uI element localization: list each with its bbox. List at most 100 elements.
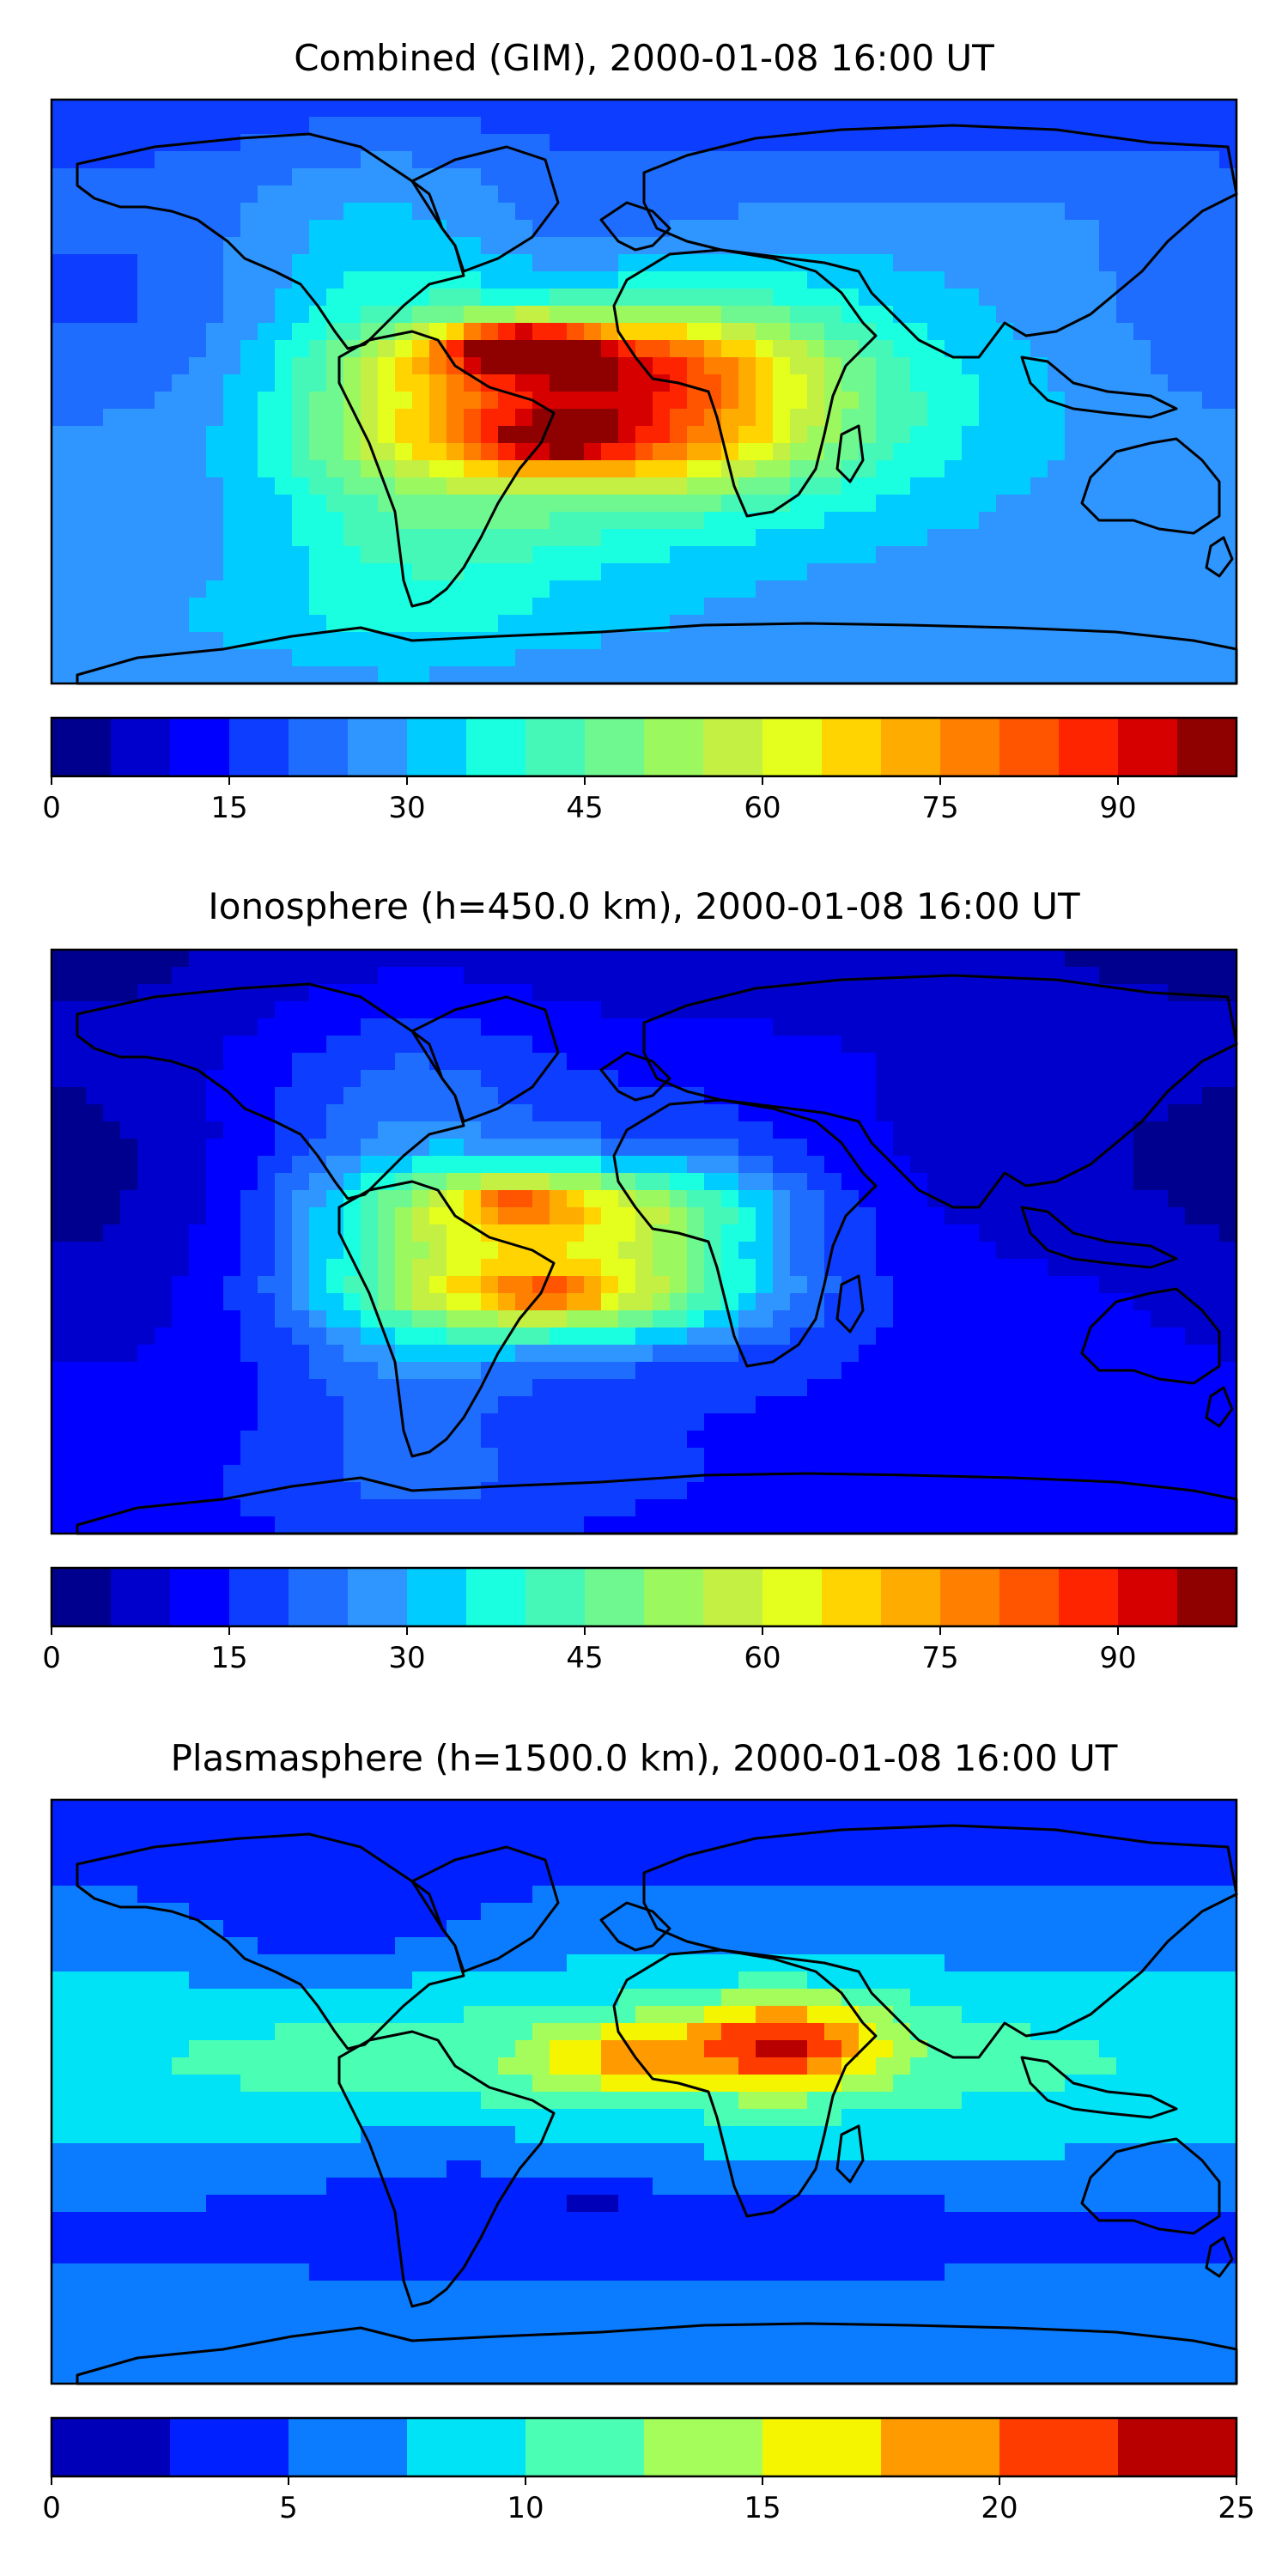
map-cell-run xyxy=(52,1465,224,1483)
map-cell-run xyxy=(52,134,241,152)
map-cell-run xyxy=(481,1903,1237,1921)
colorbar-swatch xyxy=(585,1568,645,1626)
map-cell-run xyxy=(412,357,430,375)
colorbar-swatch xyxy=(585,718,645,776)
map-cell-run xyxy=(343,1087,499,1105)
map-cell-run xyxy=(773,1276,808,1294)
map-cell-run xyxy=(824,323,877,341)
map-cell-run xyxy=(498,615,671,633)
map-cell-run xyxy=(412,392,430,410)
map-cell-run xyxy=(429,1053,568,1071)
map-cell-run xyxy=(275,1173,310,1191)
map-cell-run xyxy=(395,1327,447,1346)
map-cell-run xyxy=(893,340,945,358)
map-cell-run xyxy=(876,1053,1237,1071)
map-cell-run xyxy=(326,615,499,633)
colorbar-tick-label: 15 xyxy=(744,2491,781,2525)
map-cell-run xyxy=(395,1053,430,1071)
map-cell-run xyxy=(979,409,1066,427)
map-cell-run xyxy=(893,1310,1151,1328)
map-cell-run xyxy=(52,1104,104,1122)
map-cell-run xyxy=(1133,323,1237,341)
map-cell-run xyxy=(52,1431,241,1449)
map-cell-run xyxy=(275,1259,293,1277)
map-cell-run xyxy=(481,426,499,444)
map-cell-run xyxy=(481,1362,636,1380)
map-cell-run xyxy=(704,2040,756,2058)
map-cell-run xyxy=(773,1121,894,1139)
map-cell-run xyxy=(515,323,533,341)
map-cell-run xyxy=(1099,254,1237,272)
map-cell-run xyxy=(447,1190,465,1208)
map-cell-run xyxy=(584,1276,602,1294)
map-cell-run xyxy=(275,1207,293,1225)
map-cell-run xyxy=(447,1259,482,1277)
map-cell-run xyxy=(773,1207,791,1225)
map-cell-run xyxy=(52,2057,173,2075)
map-cell-run xyxy=(1030,2023,1237,2041)
map-cell-run xyxy=(258,1937,396,1955)
map-cell-run xyxy=(498,2057,550,2075)
map-cell-run xyxy=(361,374,379,392)
colorbar-swatch xyxy=(644,2418,763,2476)
map-cell-run xyxy=(687,1293,722,1311)
map-cell-run xyxy=(893,1139,1134,1157)
map-cell-run xyxy=(447,392,482,410)
map-cell-run xyxy=(378,392,413,410)
map-cell-run xyxy=(309,563,413,581)
map-cell-run xyxy=(206,2195,568,2213)
map-cell-run xyxy=(738,2092,808,2110)
map-cell-run xyxy=(378,1259,396,1277)
map-cell-run xyxy=(824,340,860,358)
map-cell-run xyxy=(876,392,928,410)
map-cell-run xyxy=(275,1001,602,1019)
map-cell-run xyxy=(876,426,911,444)
colorbar-swatch xyxy=(348,718,408,776)
map-cell-run xyxy=(395,1224,413,1242)
map-cell-run xyxy=(52,1276,173,1294)
map-cell-run xyxy=(773,1018,1237,1036)
colorbar-swatch xyxy=(52,1568,112,1626)
map-cell-run xyxy=(498,323,516,341)
map-cell-run xyxy=(721,1224,756,1242)
map-cell-run xyxy=(1116,2057,1237,2075)
map-cell-run xyxy=(498,1448,705,1466)
map-cell-run xyxy=(893,2075,1066,2093)
colorbar-swatch xyxy=(822,1568,882,1626)
map-cell-run xyxy=(309,117,482,135)
panel-1-colorbar-frame xyxy=(50,716,1238,778)
map-cell-run xyxy=(447,340,465,358)
map-cell-run xyxy=(1133,1156,1237,1174)
colorbar-swatch xyxy=(466,718,526,776)
map-cell-run xyxy=(738,477,791,495)
map-cell-run xyxy=(258,323,293,341)
map-cell-run xyxy=(910,2023,1031,2041)
map-cell-run xyxy=(738,392,756,410)
map-cell-run xyxy=(532,1886,1237,1904)
map-cell-run xyxy=(1185,1327,1237,1346)
map-cell-run xyxy=(52,2263,310,2281)
map-cell-run xyxy=(532,409,619,427)
map-cell-run xyxy=(670,1190,688,1208)
map-cell-run xyxy=(292,1327,327,1346)
colorbar-swatch xyxy=(1118,718,1178,776)
map-cell-run xyxy=(52,1834,1237,1852)
map-cell-run xyxy=(738,443,774,461)
map-cell-run xyxy=(309,2263,945,2281)
map-cell-run xyxy=(52,967,173,985)
map-cell-run xyxy=(292,254,533,272)
map-cell-run xyxy=(52,2332,1237,2350)
map-cell-run xyxy=(738,374,756,392)
map-cell-run xyxy=(721,306,791,324)
map-cell-run xyxy=(481,1121,602,1139)
map-cell-run xyxy=(52,1139,138,1157)
map-cell-run xyxy=(824,1293,894,1311)
map-cell-run xyxy=(670,426,688,444)
map-cell-run xyxy=(52,546,224,564)
map-cell-run xyxy=(52,271,138,289)
panel-1-map-frame xyxy=(50,98,1238,685)
map-cell-run xyxy=(498,1293,516,1311)
map-cell-run xyxy=(635,1259,653,1277)
map-cell-run xyxy=(927,323,1014,341)
map-cell-run xyxy=(756,529,928,547)
